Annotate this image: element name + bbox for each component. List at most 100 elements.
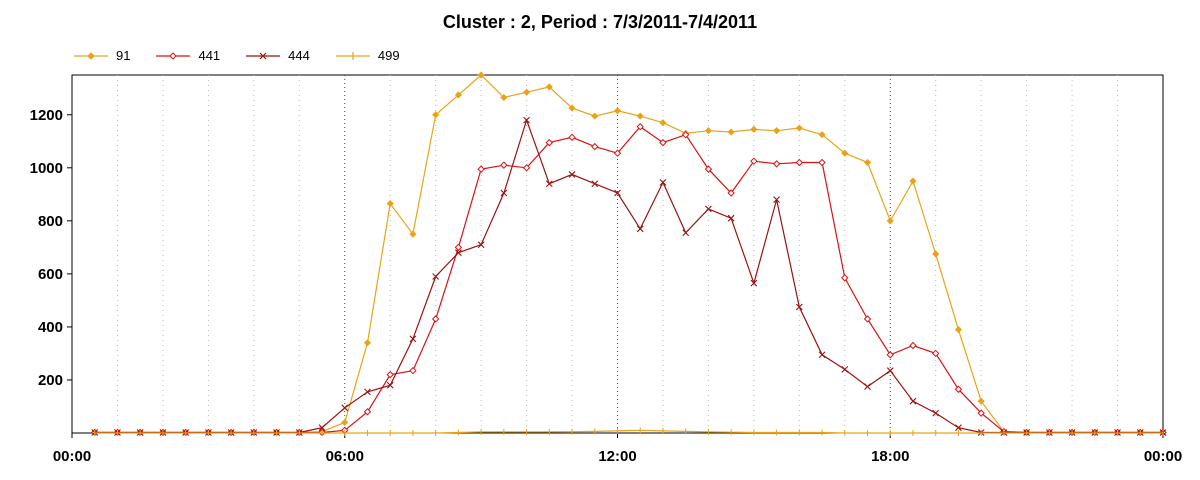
data-point-441 xyxy=(795,158,804,167)
legend-label-499: 499 xyxy=(377,48,400,63)
data-point-441 xyxy=(704,165,713,173)
data-point-441 xyxy=(454,243,463,252)
data-point-441 xyxy=(522,164,531,172)
data-point-91 xyxy=(909,177,917,185)
data-point-441 xyxy=(431,315,440,323)
data-point-441 xyxy=(818,158,826,167)
data-point-91 xyxy=(818,131,826,139)
data-point-444 xyxy=(341,404,349,412)
data-point-91 xyxy=(795,124,803,132)
data-point-444 xyxy=(659,179,667,186)
data-point-441 xyxy=(477,165,485,173)
data-point-444 xyxy=(818,351,826,359)
data-point-91 xyxy=(477,71,485,79)
data-point-444 xyxy=(705,205,712,213)
x-tick-label: 06:00 xyxy=(326,448,364,465)
data-point-91 xyxy=(454,91,462,99)
data-point-91 xyxy=(773,127,781,135)
data-point-441 xyxy=(841,274,849,282)
legend-item-441: 441 xyxy=(156,48,220,63)
data-point-91 xyxy=(568,104,576,112)
data-point-444 xyxy=(909,397,917,405)
data-point-444 xyxy=(318,424,326,432)
data-point-91 xyxy=(977,397,985,405)
data-point-444 xyxy=(795,303,803,311)
data-point-444 xyxy=(364,388,371,396)
data-point-441 xyxy=(727,189,735,197)
y-tick-label: 400 xyxy=(38,319,63,336)
y-tick-label: 800 xyxy=(38,213,63,230)
data-point-91 xyxy=(659,119,667,127)
data-point-444 xyxy=(636,225,644,233)
data-point-91 xyxy=(727,128,735,136)
data-point-441 xyxy=(409,366,417,375)
data-point-441 xyxy=(932,349,940,358)
data-point-91 xyxy=(841,149,849,157)
x-tick-label: 00:00 xyxy=(53,448,91,465)
data-point-91 xyxy=(409,230,417,238)
series-line-444 xyxy=(94,118,1163,434)
data-point-91 xyxy=(500,93,508,102)
x-tick-label: 00:00 xyxy=(1144,448,1182,465)
data-point-441 xyxy=(886,351,894,359)
data-point-444 xyxy=(455,249,462,257)
data-point-444 xyxy=(591,180,599,188)
data-point-91 xyxy=(750,125,758,133)
data-point-444 xyxy=(523,116,530,124)
legend-swatch-441 xyxy=(156,51,191,60)
y-tick-label: 600 xyxy=(38,266,63,283)
data-point-91 xyxy=(704,127,712,135)
legend-item-499: 499 xyxy=(335,48,400,63)
data-point-444 xyxy=(409,335,417,343)
data-point-441 xyxy=(500,161,508,169)
data-point-91 xyxy=(591,112,599,120)
data-point-444 xyxy=(727,214,735,222)
data-point-441 xyxy=(954,385,963,393)
legend-swatch-91 xyxy=(74,51,108,60)
data-point-91 xyxy=(523,88,531,96)
legend: 91 441 444 499 xyxy=(74,48,426,63)
legend-label-444: 444 xyxy=(288,48,310,63)
data-point-441 xyxy=(772,160,781,168)
legend-label-91: 91 xyxy=(116,48,131,63)
data-point-91 xyxy=(886,217,894,225)
x-tick-label: 18:00 xyxy=(871,448,909,465)
data-point-441 xyxy=(613,149,622,157)
data-point-91 xyxy=(432,111,440,119)
data-point-444 xyxy=(614,189,621,197)
data-point-444 xyxy=(682,229,690,237)
data-point-444 xyxy=(773,196,780,204)
legend-label-441: 441 xyxy=(198,48,221,63)
legend-swatch-444 xyxy=(246,52,281,59)
data-point-91 xyxy=(613,107,622,115)
data-point-441 xyxy=(386,370,394,379)
x-tick-label: 12:00 xyxy=(598,448,636,465)
series-line-91 xyxy=(94,74,1163,434)
data-point-441 xyxy=(545,138,554,147)
data-point-444 xyxy=(932,409,940,417)
data-point-444 xyxy=(432,273,440,280)
data-point-91 xyxy=(636,112,644,120)
data-point-91 xyxy=(932,250,940,258)
series-line-441 xyxy=(94,125,1163,434)
data-point-444 xyxy=(545,180,553,188)
data-point-441 xyxy=(750,157,758,165)
data-point-444 xyxy=(500,189,508,197)
data-point-441 xyxy=(591,142,599,151)
data-point-91 xyxy=(386,200,394,208)
data-point-91 xyxy=(863,158,872,167)
data-point-441 xyxy=(363,408,372,416)
data-point-444 xyxy=(886,367,894,375)
data-point-441 xyxy=(909,341,917,350)
data-point-91 xyxy=(954,326,963,334)
data-point-444 xyxy=(568,171,576,178)
data-point-441 xyxy=(681,130,690,139)
data-point-444 xyxy=(841,365,849,373)
data-point-91 xyxy=(341,418,349,426)
data-point-441 xyxy=(568,133,576,142)
data-point-444 xyxy=(750,279,758,287)
data-point-444 xyxy=(477,241,485,249)
y-tick-label: 1200 xyxy=(30,107,63,124)
data-point-444 xyxy=(955,424,962,432)
